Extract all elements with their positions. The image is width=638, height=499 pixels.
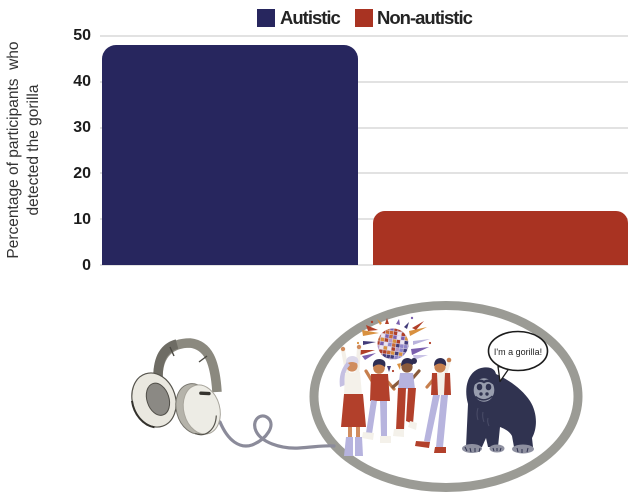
svg-text:I'm a gorilla!: I'm a gorilla! — [494, 347, 542, 357]
